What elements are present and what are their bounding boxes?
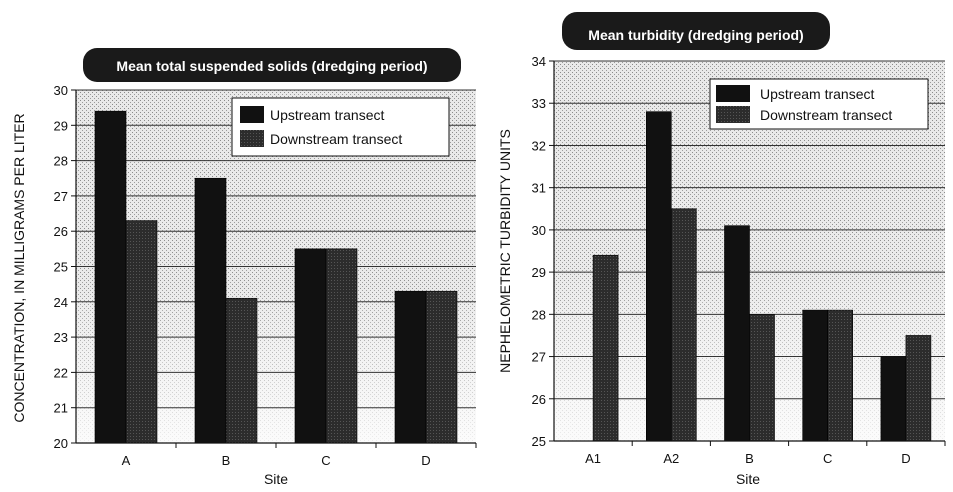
legend-swatch-downstream: [716, 106, 750, 123]
chart-title-background: [83, 48, 461, 82]
bar-upstream-B: [194, 177, 227, 444]
y-tick-label: 27: [54, 189, 68, 204]
y-tick-label: 25: [54, 260, 68, 275]
y-tick-label: 29: [532, 265, 546, 280]
y-tick-labels: 20 21 22 23 24 25 26 27 28 29 30: [54, 83, 76, 451]
y-tick-label: 28: [54, 154, 68, 169]
x-tick-label: D: [421, 453, 430, 468]
y-axis-title: NEPHELOMETRIC TURBIDITY UNITS: [497, 129, 513, 373]
y-tick-label: 30: [54, 83, 68, 98]
legend-swatch-downstream: [240, 130, 264, 147]
legend-box: [231, 97, 450, 157]
x-tick-label: B: [745, 451, 754, 466]
y-tick-label: 31: [532, 181, 546, 196]
y-tick-label: 28: [532, 307, 546, 322]
x-axis-title: Site: [264, 471, 288, 487]
x-tick-labels: A1 A2 B C D: [585, 441, 946, 466]
y-tick-label: 30: [532, 223, 546, 238]
legend: Upstream transect Downstream transect: [709, 78, 929, 130]
bar-upstream-A2: [645, 111, 672, 442]
bar-upstream-B: [724, 225, 750, 442]
x-tick-label: C: [823, 451, 832, 466]
x-tick-label: A: [122, 453, 131, 468]
y-tick-label: 22: [54, 365, 68, 380]
bar-downstream-A: [125, 220, 158, 444]
y-axis-title: CONCENTRATION, IN MILLIGRAMS PER LITER: [11, 113, 27, 422]
legend-label-downstream: Downstream transect: [270, 131, 402, 147]
bars: [94, 110, 458, 444]
legend-label-upstream: Upstream transect: [270, 107, 384, 123]
bar-upstream-D: [880, 356, 907, 442]
bar-upstream-C: [294, 248, 327, 444]
y-tick-label: 25: [532, 434, 546, 449]
bar-downstream-A1: [592, 254, 619, 442]
x-tick-labels: A B C D: [122, 443, 477, 468]
legend-label-upstream: Upstream transect: [760, 86, 874, 102]
legend-swatch-upstream: [240, 106, 264, 123]
x-axis-title: Site: [736, 471, 760, 487]
y-tick-labels: 25 26 27 28 29 30 31 32 33 34: [532, 54, 554, 449]
y-tick-label: 26: [532, 392, 546, 407]
y-tick-label: 29: [54, 118, 68, 133]
y-tick-label: 21: [54, 401, 68, 416]
bar-upstream-D: [394, 290, 427, 444]
y-tick-label: 27: [532, 350, 546, 365]
y-tick-label: 23: [54, 330, 68, 345]
chart-title: Mean turbidity (dredging period): [588, 27, 803, 43]
y-tick-label: 20: [54, 436, 68, 451]
bar-downstream-B: [225, 297, 258, 444]
chart-title-background: [562, 12, 830, 50]
y-tick-label: 33: [532, 96, 546, 111]
y-tick-label: 34: [532, 54, 546, 69]
x-tick-label: C: [321, 453, 330, 468]
chart-title: Mean total suspended solids (dredging pe…: [116, 58, 427, 74]
legend-swatch-upstream: [716, 85, 750, 102]
y-tick-label: 26: [54, 224, 68, 239]
y-tick-label: 32: [532, 138, 546, 153]
bar-downstream-D: [425, 290, 458, 444]
turbidity-chart: 25 26 27 28 29 30 31 32 33 34 A1 A2 B C D Mean turbid…: [497, 12, 946, 487]
legend: Upstream transect Downstream transect: [231, 97, 450, 157]
x-tick-label: A1: [585, 451, 601, 466]
bar-downstream-C: [827, 309, 854, 442]
bar-downstream-C: [325, 248, 358, 444]
bar-upstream-A: [94, 110, 127, 444]
y-tick-label: 24: [54, 295, 68, 310]
legend-label-downstream: Downstream transect: [760, 107, 892, 123]
tss-chart: 20 21 22 23 24 25 26 27 28 29 30 A B C D Mean total s…: [11, 48, 477, 487]
bar-downstream-B: [749, 314, 775, 442]
x-tick-label: D: [901, 451, 910, 466]
x-tick-label: B: [222, 453, 231, 468]
bar-downstream-A2: [670, 208, 697, 442]
bar-upstream-C: [802, 309, 829, 442]
bar-downstream-D: [905, 335, 932, 442]
x-tick-label: A2: [663, 451, 679, 466]
